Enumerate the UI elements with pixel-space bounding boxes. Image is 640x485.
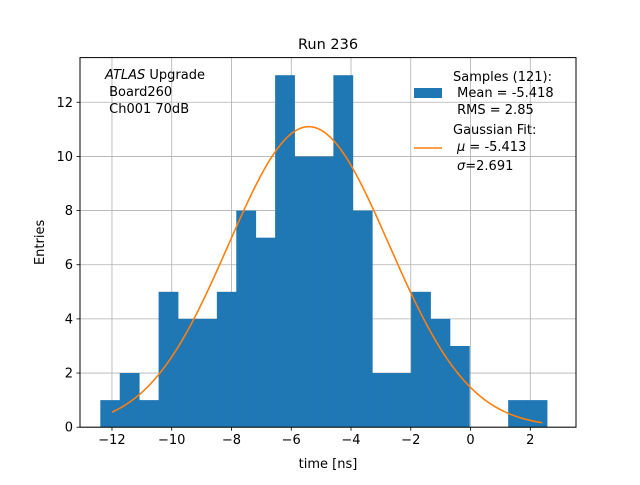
- histogram-bar: [255, 237, 276, 428]
- legend-fit-sigma: σ=2.691: [457, 159, 513, 174]
- histogram-bar: [158, 291, 179, 428]
- legend: Samples (121): Mean = -5.418 RMS = 2.85 …: [414, 70, 554, 174]
- gaussian-fit-curve: [111, 125, 543, 424]
- histogram-bar: [197, 318, 218, 428]
- x-tick-label: −8: [222, 433, 241, 448]
- legend-samples-swatch: [414, 88, 442, 98]
- annotation-line-2: Board260: [105, 85, 172, 100]
- histogram-bar: [411, 291, 431, 428]
- histogram-bar: [508, 400, 528, 428]
- histogram-bar: [391, 373, 412, 428]
- x-tick-label: −10: [158, 433, 185, 448]
- x-axis-label: time [ns]: [299, 457, 358, 472]
- x-tick-label: 0: [466, 433, 474, 448]
- legend-sigma-value: =2.691: [465, 159, 513, 174]
- legend-mu-symbol: μ: [456, 140, 465, 155]
- histogram-bar: [430, 318, 451, 428]
- legend-mu-value: = -5.413: [465, 140, 526, 155]
- y-tick-label: 12: [56, 96, 73, 111]
- x-tick-label: −4: [341, 433, 360, 448]
- x-tick-label: −6: [282, 433, 301, 448]
- legend-samples-rms: RMS = 2.85: [453, 103, 534, 118]
- legend-sigma-symbol: σ: [457, 159, 466, 174]
- legend-fit-title: Gaussian Fit:: [453, 123, 536, 138]
- histogram-bar: [119, 373, 140, 428]
- x-axis-ticks: −12 −10 −8 −6 −4 −2 0 2: [98, 427, 534, 448]
- histogram-bar: [100, 400, 121, 428]
- histogram-bar: [178, 318, 198, 428]
- histogram-bar: [333, 75, 354, 428]
- y-tick-label: 8: [65, 204, 73, 219]
- histogram-bar: [372, 373, 393, 428]
- fit-curve-layer: [111, 125, 543, 424]
- x-tick-label: −12: [98, 433, 125, 448]
- legend-samples-title: Samples (121):: [453, 70, 552, 85]
- y-tick-label: 10: [56, 150, 73, 165]
- histogram-bar: [313, 156, 334, 428]
- axes-frame: [79, 57, 577, 428]
- x-tick-label: −2: [401, 433, 420, 448]
- y-axis-ticks: 0 2 4 6 8 10 12: [56, 96, 80, 436]
- annotation-line-1: ATLAS Upgrade: [104, 68, 205, 83]
- histogram-bar: [139, 400, 159, 428]
- annotation-upgrade: Upgrade: [145, 68, 205, 83]
- annotation-line-3: Ch001 70dB: [105, 102, 189, 117]
- x-tick-label: 2: [526, 433, 534, 448]
- legend-fit-mu: μ = -5.413: [456, 140, 526, 155]
- histogram-bar: [294, 156, 315, 428]
- y-tick-label: 4: [65, 312, 73, 327]
- histogram-bar: [236, 210, 257, 428]
- histogram-bar: [527, 400, 548, 428]
- histogram-bar: [449, 345, 470, 428]
- chart-title: Run 236: [298, 37, 358, 53]
- annotation-atlas-italic: ATLAS: [104, 68, 145, 83]
- atlas-annotation: ATLAS Upgrade Board260 Ch001 70dB: [104, 68, 205, 117]
- y-axis-label: Entries: [33, 220, 48, 266]
- legend-samples-mean: Mean = -5.418: [453, 86, 554, 101]
- histogram-bar: [352, 210, 373, 428]
- histogram-bar: [216, 291, 237, 428]
- y-tick-label: 6: [65, 258, 73, 273]
- y-tick-label: 2: [65, 367, 73, 382]
- histogram-bars: [100, 75, 548, 428]
- histogram-bar: [275, 75, 295, 428]
- y-tick-label: 0: [65, 421, 73, 436]
